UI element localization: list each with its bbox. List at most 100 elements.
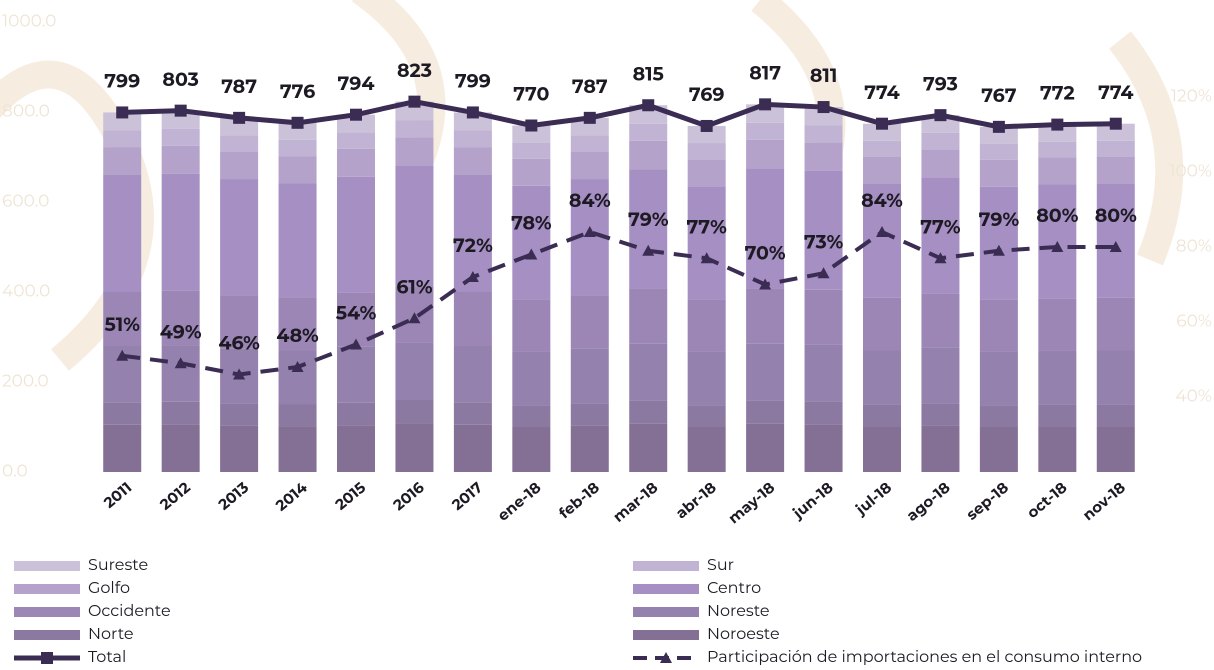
- x-tick-label: 2013: [214, 478, 252, 514]
- legend-swatch: [14, 561, 80, 571]
- x-tick-label: 2011: [100, 478, 136, 512]
- marker: [759, 278, 772, 290]
- bar-segment: [512, 351, 551, 406]
- marker: [116, 106, 129, 119]
- bar-segment: [687, 405, 726, 427]
- data-label: 48%: [276, 324, 319, 347]
- data-label: 79%: [979, 208, 1020, 231]
- bar-segment: [103, 130, 142, 148]
- x-tick-label: 2014: [272, 477, 312, 515]
- data-label: 767: [981, 84, 1016, 107]
- bar-segment: [337, 114, 375, 133]
- marker: [817, 267, 830, 279]
- marker: [408, 312, 421, 324]
- bar-segment: [103, 292, 142, 346]
- bar-segment: [804, 289, 843, 345]
- data-label: 793: [923, 72, 958, 95]
- legend-swatch: [633, 630, 699, 640]
- x-tick-label: jun-18: [787, 478, 836, 524]
- bar-segment: [278, 139, 317, 157]
- bar-segment: [921, 347, 960, 404]
- legend-label: Norte: [88, 625, 134, 644]
- bar-segment: [161, 128, 200, 146]
- marker: [992, 120, 1005, 133]
- bar-segment: [1096, 184, 1135, 298]
- bar-segment: [220, 135, 259, 152]
- y2-tick-label: 40%: [1175, 386, 1212, 406]
- bar-segment: [863, 297, 901, 351]
- bar-segment: [979, 186, 1018, 300]
- bar-segment: [863, 157, 901, 184]
- data-label: 49%: [160, 320, 202, 343]
- bar-segment: [512, 142, 551, 159]
- bar-segment: [1038, 404, 1077, 427]
- bar-segment: [278, 122, 317, 140]
- marker: [992, 244, 1005, 256]
- marker: [174, 357, 187, 369]
- bar-segment: [103, 424, 142, 472]
- bar-segment: [629, 423, 668, 472]
- bar-segment: [453, 346, 492, 403]
- bar-segment: [278, 350, 317, 405]
- bar-segment: [161, 401, 200, 425]
- bar-segment: [103, 147, 142, 175]
- legend-swatch: [14, 630, 80, 640]
- bar-segment: [979, 143, 1018, 160]
- bar-segment: [921, 425, 960, 472]
- legend-swatch: [14, 584, 80, 594]
- data-label: 70%: [745, 242, 786, 265]
- x-tick-label: may-18: [724, 478, 778, 528]
- y2-tick-label: 100%: [1169, 161, 1212, 181]
- marker: [233, 368, 246, 380]
- data-label: 811: [810, 64, 837, 87]
- bar-segment: [863, 123, 901, 141]
- bar-segment: [337, 346, 375, 403]
- data-label: 772: [1040, 82, 1075, 105]
- marker: [466, 271, 479, 282]
- legend-swatch: [633, 584, 699, 594]
- data-label: 774: [1098, 81, 1133, 104]
- data-label: 787: [221, 75, 257, 98]
- y-tick-label: 0.0: [2, 461, 28, 481]
- x-tick-label: abr-18: [671, 478, 719, 523]
- bar-segment: [395, 166, 434, 287]
- bar-segment: [337, 148, 375, 177]
- data-label: 80%: [1036, 204, 1078, 227]
- bar-segment: [921, 177, 960, 294]
- data-label: 77%: [687, 215, 728, 238]
- bar-segment: [395, 342, 434, 400]
- legend-swatch: [633, 561, 699, 571]
- bar-segment: [746, 168, 785, 289]
- bar-segment: [804, 401, 843, 425]
- data-label: 84%: [861, 189, 903, 212]
- bar-segment: [687, 351, 726, 406]
- bar-segment: [921, 149, 960, 178]
- data-label: 817: [749, 61, 781, 84]
- bar-segment: [979, 159, 1018, 187]
- bar-segment: [629, 400, 668, 424]
- data-label: 799: [104, 70, 140, 93]
- marker: [700, 119, 713, 132]
- data-label: 78%: [511, 212, 552, 235]
- data-label: 46%: [218, 332, 260, 355]
- bar-segment: [629, 288, 668, 344]
- bar-segment: [1096, 404, 1135, 427]
- bar-segment: [979, 427, 1018, 472]
- bar-segment: [512, 299, 551, 352]
- bar-segment: [220, 179, 259, 296]
- bar-segment: [687, 143, 726, 160]
- bar-segment: [453, 147, 492, 175]
- legend-label: Total: [88, 648, 126, 667]
- bar-segment: [863, 426, 901, 472]
- marker: [817, 101, 830, 114]
- bar-segment: [629, 343, 668, 401]
- bar-segment: [979, 405, 1018, 427]
- bar-segment: [687, 159, 726, 187]
- data-label: 80%: [1095, 204, 1137, 227]
- bar-segment: [395, 400, 434, 424]
- bar-segment: [220, 403, 259, 426]
- bar-segment: [570, 403, 609, 426]
- bar-segment: [337, 402, 375, 426]
- y-tick-label: 400.0: [2, 281, 50, 301]
- x-tick-label: ago-18: [902, 478, 953, 525]
